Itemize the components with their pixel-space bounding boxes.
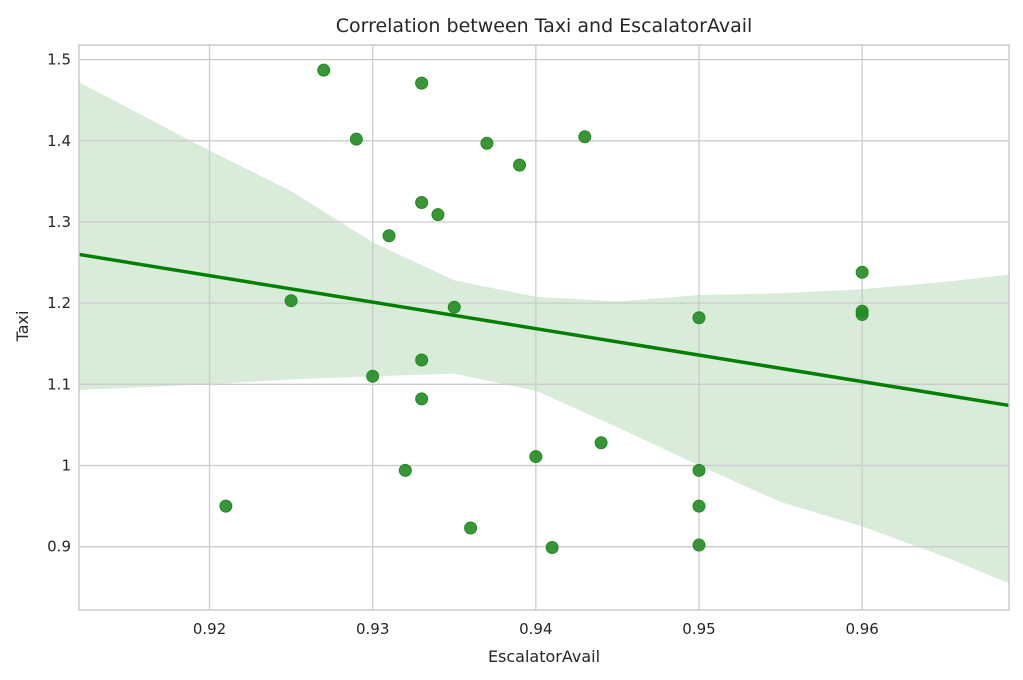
x-tick-label: 0.93 <box>356 620 389 638</box>
x-tick-label: 0.94 <box>519 620 552 638</box>
y-tick-label: 1.4 <box>47 132 71 150</box>
data-point <box>447 300 461 314</box>
data-point <box>594 436 608 450</box>
data-point <box>431 208 445 222</box>
data-point <box>415 353 429 367</box>
data-point <box>415 392 429 406</box>
x-axis-label: EscalatorAvail <box>488 647 600 666</box>
data-point <box>578 130 592 144</box>
y-tick-label: 1.2 <box>47 294 71 312</box>
confidence-band <box>79 82 1009 584</box>
data-point <box>480 136 494 150</box>
y-tick-label: 1.1 <box>47 375 71 393</box>
data-point <box>545 540 559 554</box>
data-point <box>855 265 869 279</box>
data-point <box>692 538 706 552</box>
data-point <box>529 450 543 464</box>
y-axis-label: Taxi <box>13 311 32 343</box>
data-point <box>219 499 233 513</box>
data-point <box>317 63 331 77</box>
regression-line <box>78 252 1010 408</box>
plot-frame <box>78 44 1010 611</box>
data-point <box>366 369 380 383</box>
data-point <box>855 308 869 322</box>
data-point <box>415 76 429 90</box>
data-point <box>284 294 298 308</box>
x-tick-label: 0.92 <box>193 620 226 638</box>
plot-area: 0.92 0.93 0.94 0.95 0.96 0.9 1 1.1 1.2 1.3 1.4 1.5 <box>47 44 1010 638</box>
y-tick-label: 0.9 <box>47 538 71 556</box>
data-point <box>382 229 396 243</box>
data-point <box>692 463 706 477</box>
x-tick-label: 0.96 <box>845 620 878 638</box>
data-point <box>692 311 706 325</box>
y-tick-label: 1 <box>61 457 71 475</box>
data-point <box>398 463 412 477</box>
data-point <box>415 195 429 209</box>
x-tick-label: 0.95 <box>682 620 715 638</box>
data-point <box>692 499 706 513</box>
data-point <box>513 158 527 172</box>
y-tick-label: 1.3 <box>47 213 71 231</box>
chart-title: Correlation between Taxi and EscalatorAv… <box>336 15 753 37</box>
data-point <box>464 521 478 535</box>
y-tick-label: 1.5 <box>47 51 71 69</box>
data-point <box>349 132 363 146</box>
